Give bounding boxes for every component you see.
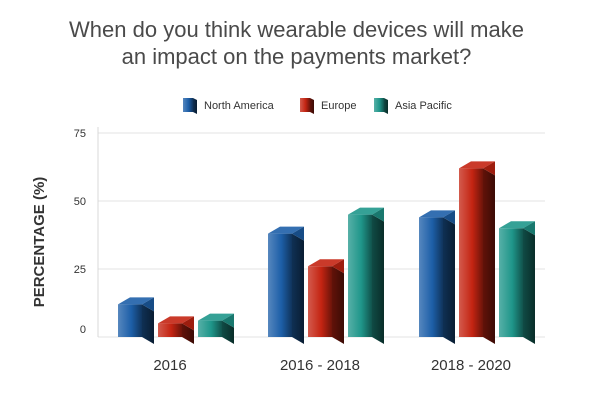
bar-north-america-0	[118, 297, 154, 344]
y-axis: 0 25 50 75	[74, 127, 99, 337]
bar-top-edge	[443, 210, 455, 225]
bar-top-edge	[483, 161, 495, 176]
chart-title-line-2: an impact on the payments market?	[121, 44, 472, 69]
legend-item-asia-pacific: Asia Pacific	[374, 98, 452, 114]
bar-top-edge	[523, 221, 535, 236]
bar-north-america-2	[419, 210, 455, 344]
bar-side	[222, 320, 234, 344]
bar-side	[372, 214, 384, 344]
bar-front	[348, 214, 372, 337]
y-tick-label: 25	[74, 264, 86, 276]
y-tick-label: 75	[74, 128, 86, 140]
bar-top-edge	[182, 316, 194, 331]
x-category-label: 2016	[153, 357, 186, 374]
chart-legend: North America Europe Asia Pacific	[183, 98, 452, 114]
legend-swatch-side	[193, 98, 197, 114]
bar-front	[419, 217, 443, 337]
bar-asia-pacific-2	[499, 221, 535, 344]
bar-top-edge	[372, 207, 384, 222]
bar-front	[198, 320, 222, 337]
bar-side	[182, 323, 194, 344]
x-axis: 2016 2016 - 2018 2018 - 2020	[153, 357, 511, 374]
bar-side	[142, 304, 154, 344]
bar-front	[308, 266, 332, 337]
legend-label: North America	[204, 100, 275, 112]
bar-front	[118, 304, 142, 337]
bar-asia-pacific-0	[198, 313, 234, 344]
bar-asia-pacific-1	[348, 207, 384, 344]
y-tick-label: 50	[74, 196, 86, 208]
y-tick-label: 0	[80, 324, 86, 336]
x-category-label: 2016 - 2018	[280, 357, 360, 374]
legend-swatch	[374, 98, 384, 112]
x-category-label: 2018 - 2020	[431, 357, 511, 374]
y-axis-label: PERCENTAGE (%)	[31, 177, 48, 308]
bar-side	[332, 266, 344, 344]
chart-title: When do you think wearable devices will …	[0, 16, 593, 70]
bar-side	[523, 228, 535, 344]
legend-item-north-america: North America	[183, 98, 275, 114]
chart-title-line-1: When do you think wearable devices will …	[69, 17, 524, 42]
bar-front	[158, 323, 182, 337]
legend-label: Europe	[321, 100, 356, 112]
bars	[118, 161, 535, 344]
legend-swatch-side	[384, 98, 388, 114]
bar-side	[443, 217, 455, 344]
legend-swatch	[300, 98, 310, 112]
bar-europe-2	[459, 161, 495, 344]
legend-swatch	[183, 98, 193, 112]
bar-top-edge	[142, 297, 154, 312]
bar-side	[483, 168, 495, 344]
bar-side	[292, 233, 304, 344]
legend-item-europe: Europe	[300, 98, 356, 114]
bar-top-edge	[292, 226, 304, 241]
bar-front	[499, 228, 523, 337]
bar-top-edge	[222, 313, 234, 328]
bar-front	[459, 168, 483, 337]
bar-north-america-1	[268, 226, 304, 344]
bar-europe-0	[158, 316, 194, 344]
legend-label: Asia Pacific	[395, 100, 452, 112]
bar-europe-1	[308, 259, 344, 344]
bar-top-edge	[332, 259, 344, 274]
legend-swatch-side	[310, 98, 314, 114]
bar-front	[268, 233, 292, 337]
